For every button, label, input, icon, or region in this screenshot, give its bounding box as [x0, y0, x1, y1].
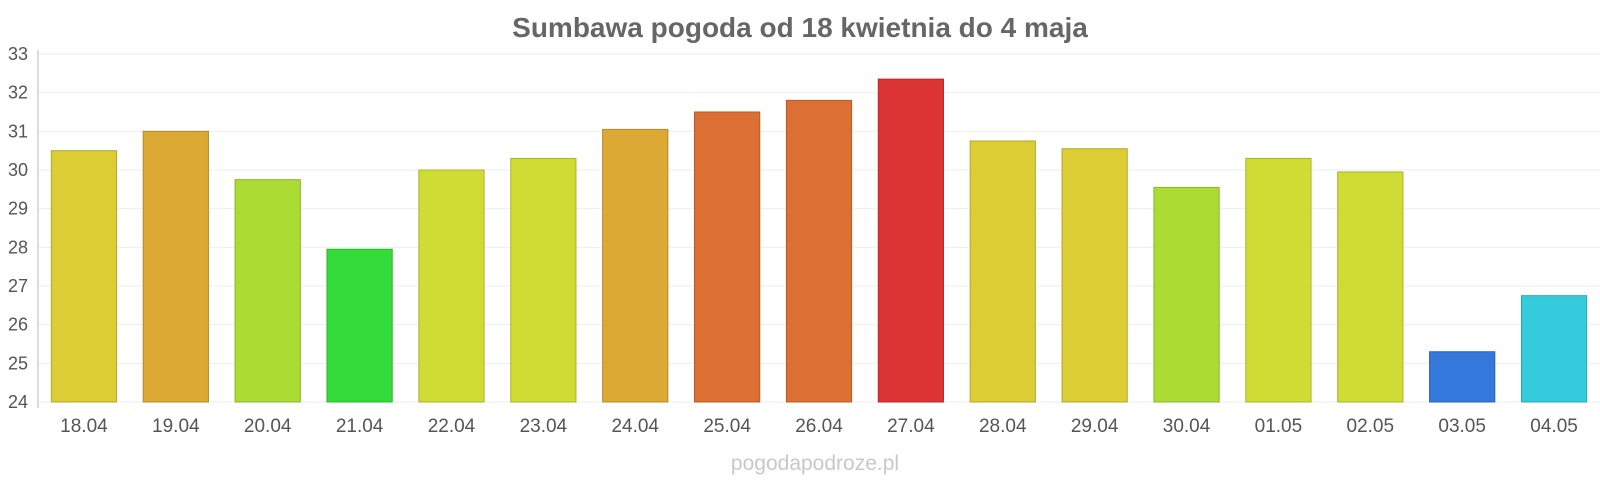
y-tick-label: 26 [8, 315, 28, 335]
bar-01.05 [1245, 157, 1312, 403]
y-tick-label: 25 [8, 353, 28, 373]
y-tick-label: 32 [8, 83, 28, 103]
x-tick-label: 25.04 [703, 416, 751, 437]
x-tick-label: 24.04 [611, 416, 659, 437]
bar-29.04 [1061, 148, 1128, 403]
x-tick-label: 01.05 [1255, 416, 1303, 437]
x-tick-label: 30.04 [1163, 416, 1211, 437]
x-tick-label: 27.04 [887, 416, 935, 437]
x-tick-label: 20.04 [244, 416, 292, 437]
bar-28.04 [969, 140, 1036, 403]
y-tick-label: 28 [8, 237, 28, 257]
x-tick-label: 21.04 [336, 416, 384, 437]
bars [50, 78, 1588, 403]
x-tick-label: 04.05 [1530, 416, 1578, 437]
x-tick-label: 18.04 [60, 416, 108, 437]
y-tick-label: 30 [8, 160, 28, 180]
y-tick-label: 27 [8, 276, 28, 296]
bar-30.04 [1153, 186, 1220, 403]
bar-25.04 [693, 111, 761, 403]
bar-26.04 [785, 99, 853, 403]
x-tick-label: 19.04 [152, 416, 200, 437]
bar-03.05 [1429, 351, 1496, 403]
x-tick-label: 26.04 [795, 416, 843, 437]
x-tick-label: 02.05 [1347, 416, 1395, 437]
bar-24.04 [602, 128, 669, 403]
y-tick-label: 24 [8, 392, 28, 412]
bar-19.04 [142, 130, 209, 403]
bar-18.04 [50, 150, 118, 403]
bar-22.04 [418, 169, 485, 403]
x-tick-label: 28.04 [979, 416, 1027, 437]
bar-02.05 [1337, 171, 1404, 403]
x-tick-label: 03.05 [1438, 416, 1486, 437]
x-tick-label: 29.04 [1071, 416, 1119, 437]
bar-20.04 [234, 179, 301, 403]
x-tick-label: 23.04 [520, 416, 568, 437]
bar-27.04 [877, 78, 945, 403]
bar-23.04 [510, 157, 577, 403]
x-axis-ticks: 18.04 19.04 20.04 21.04 22.04 23.04 24.04 25.04… [60, 416, 1578, 437]
bar-21.04 [326, 248, 393, 403]
credit-text: pogodapodroze.pl [731, 452, 899, 475]
bar-04.05 [1520, 295, 1588, 403]
y-tick-label: 33 [8, 44, 28, 64]
y-axis-ticks: 24 25 26 27 28 29 30 31 32 33 [8, 44, 28, 412]
y-tick-label: 31 [8, 121, 28, 141]
x-tick-label: 22.04 [428, 416, 476, 437]
chart-title: Sumbawa pogoda od 18 kwietnia do 4 maja [512, 12, 1088, 43]
y-tick-label: 29 [8, 199, 28, 219]
